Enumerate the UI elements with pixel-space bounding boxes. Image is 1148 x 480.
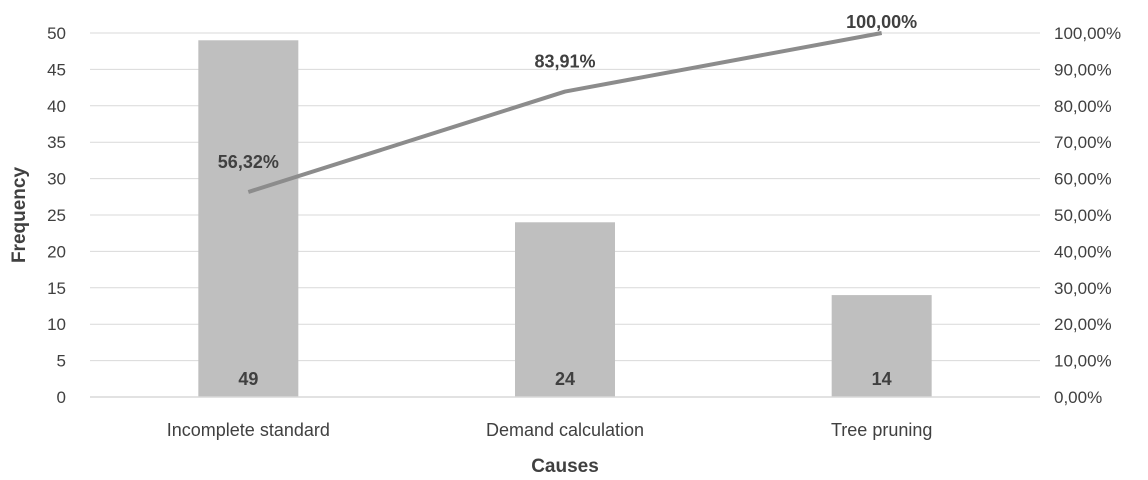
- y-tick-label: 10: [47, 315, 66, 334]
- y2-tick-label: 40,00%: [1054, 242, 1112, 261]
- cumulative-line: [247, 31, 883, 194]
- y2-tick-label: 10,00%: [1054, 352, 1112, 371]
- y-tick-label: 5: [57, 352, 66, 371]
- y-tick-label: 45: [47, 60, 66, 79]
- y2-tick-label: 100,00%: [1054, 24, 1121, 43]
- y2-tick-label: 0,00%: [1054, 388, 1102, 407]
- y-tick-label: 25: [47, 206, 66, 225]
- x-tick-label: Tree pruning: [831, 420, 932, 440]
- x-tick-label: Incomplete standard: [167, 420, 330, 440]
- y-tick-label: 35: [47, 133, 66, 152]
- y-tick-label: 15: [47, 279, 66, 298]
- bar-data-label: 14: [872, 369, 892, 389]
- data-labels: 49 24 14 56,32% 83,91% 100,00%: [218, 12, 917, 389]
- y-axis-title: Frequency: [9, 167, 30, 264]
- bar: [515, 222, 615, 397]
- line-data-label: 83,91%: [534, 52, 595, 72]
- y2-tick-label: 60,00%: [1054, 170, 1112, 189]
- line-data-label: 56,32%: [218, 152, 279, 172]
- y-tick-label: 50: [47, 24, 66, 43]
- y2-tick-label: 80,00%: [1054, 97, 1112, 116]
- y2-tick-label: 90,00%: [1054, 60, 1112, 79]
- y-tick-label: 0: [57, 388, 66, 407]
- y-tick-label: 30: [47, 170, 66, 189]
- cumulative-line-path: [247, 31, 883, 194]
- line-data-label: 100,00%: [846, 12, 917, 32]
- x-axis-title: Causes: [531, 456, 599, 477]
- bar: [198, 40, 299, 397]
- y2-tick-label: 50,00%: [1054, 206, 1112, 225]
- y2-tick-label: 30,00%: [1054, 279, 1112, 298]
- bar-data-label: 49: [238, 369, 258, 389]
- bars: [198, 40, 932, 397]
- bar: [831, 295, 932, 397]
- y-tick-label: 40: [47, 97, 66, 116]
- bar-data-label: 24: [555, 369, 575, 389]
- y2-tick-label: 20,00%: [1054, 315, 1112, 334]
- y-tick-label: 20: [47, 242, 66, 261]
- axes: 0 5 10 15 20 25 30 35 40 45 50 0,00% 10,00% 20,00% 30,…: [47, 24, 1121, 440]
- y2-tick-label: 70,00%: [1054, 133, 1112, 152]
- x-tick-label: Demand calculation: [486, 420, 644, 440]
